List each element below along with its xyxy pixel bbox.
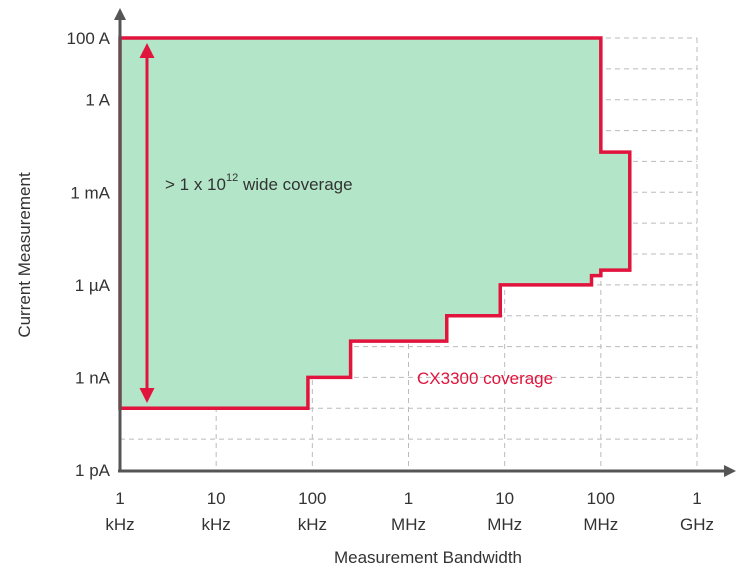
y-tick-label: 1 A [85, 91, 110, 110]
x-tick-label: 1 GHz [680, 489, 714, 534]
coverage-area [118, 36, 632, 411]
y-axis-label: Current Measurement [15, 172, 34, 338]
x-tick-label: 100 kHz [297, 489, 327, 534]
x-tick-label: 1 kHz [105, 489, 135, 534]
y-tick-label: 1 pA [75, 461, 111, 480]
x-tick-label: 1 MHz [391, 489, 426, 534]
y-tick-label: 1 µA [75, 276, 111, 295]
x-tick-label: 100 MHz [583, 489, 619, 534]
plot [118, 36, 632, 411]
annotation: > 1 x 1012 wide coverage [165, 172, 353, 194]
y-tick-label: 100 A [67, 29, 111, 48]
series-label: CX3300 coverage [417, 369, 553, 388]
x-tick-label: 10 kHz [201, 489, 231, 534]
x-axis-label: Measurement Bandwidth [334, 548, 522, 567]
y-tick-label: 1 mA [70, 183, 110, 202]
y-tick-label: 1 nA [75, 368, 111, 387]
x-tick-label: 10 MHz [487, 489, 523, 534]
